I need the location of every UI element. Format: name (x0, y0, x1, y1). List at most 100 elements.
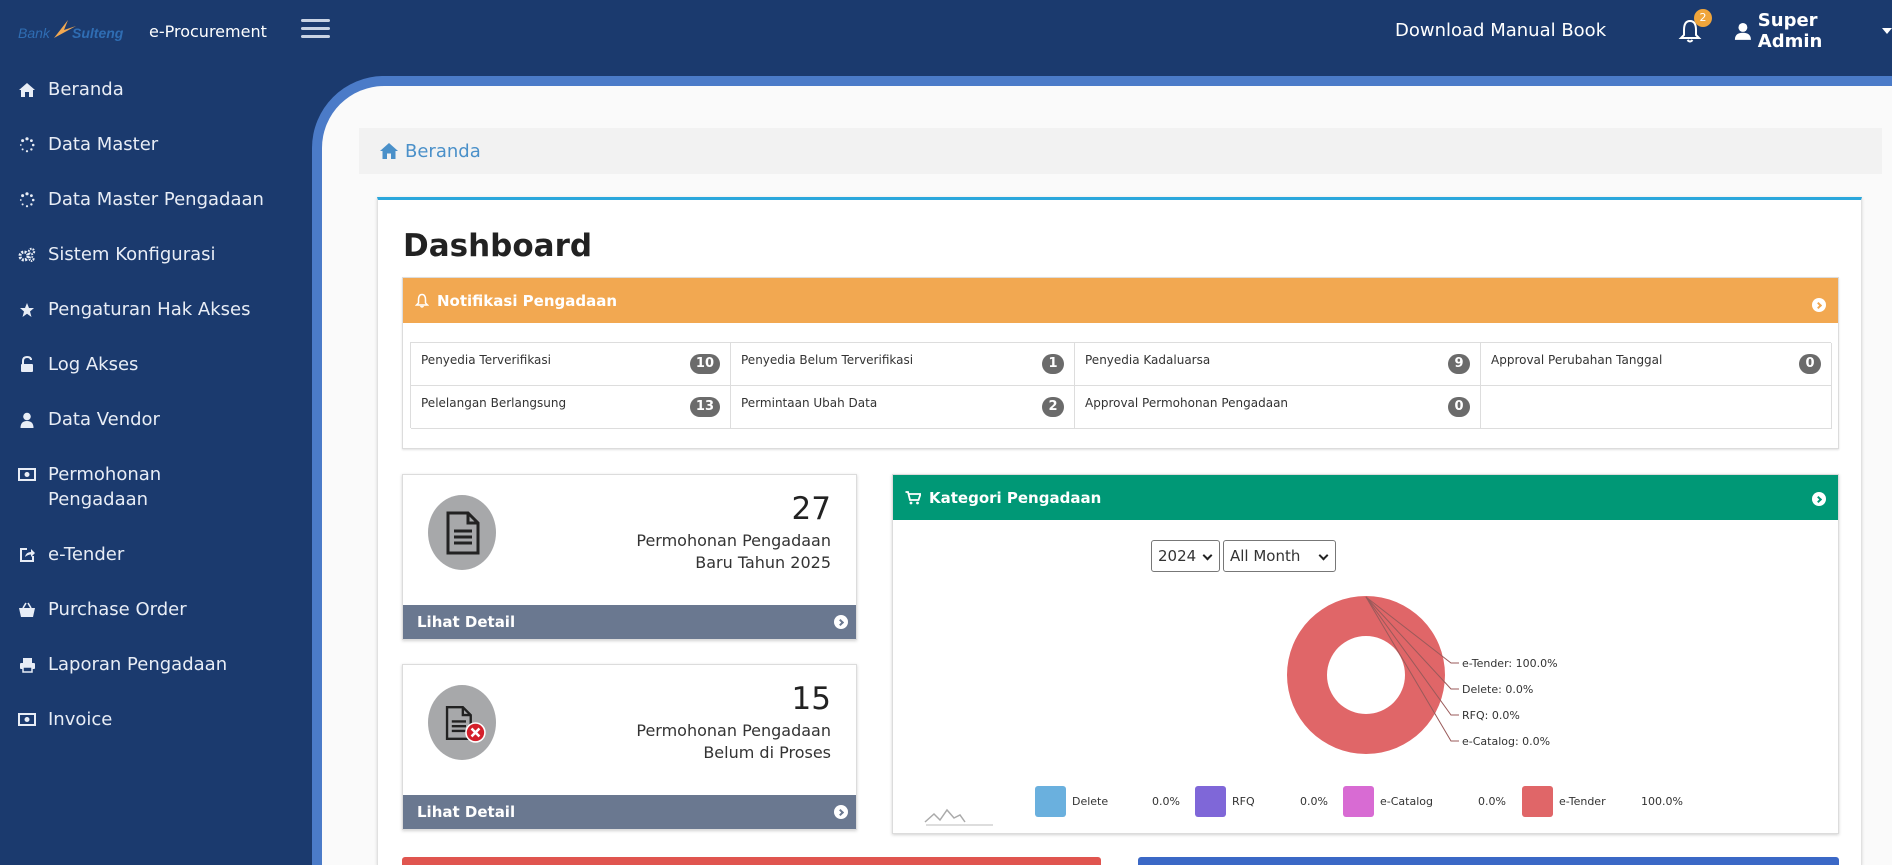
sidebar-item-permohonan-pengadaan[interactable]: Permohonan Pengadaan (18, 462, 288, 512)
legend-label: RFQ (1232, 795, 1255, 808)
lihat-detail-button[interactable]: Lihat Detail (403, 605, 856, 639)
sidebar-item-label: Data Master Pengadaan (48, 189, 264, 210)
home-icon (380, 143, 398, 159)
user-name: Super Admin (1757, 10, 1823, 52)
panel-strip-red (402, 857, 1101, 865)
stat-card-belum-diproses: 15 Permohonan Pengadaan Belum di Proses L… (402, 664, 857, 830)
sidebar-item-label: Data Vendor (48, 409, 160, 430)
sidebar-item-label: Data Master (48, 134, 159, 155)
notif-item-permintaan-ubah-data[interactable]: Permintaan Ubah Data 2 (731, 386, 1075, 429)
notif-item-penyedia-terverifikasi[interactable]: Penyedia Terverifikasi 10 (411, 343, 731, 386)
notif-label: Approval Perubahan Tanggal (1491, 353, 1663, 367)
user-menu[interactable]: Super Admin (1734, 10, 1892, 52)
notif-item-approval-perubahan-tanggal[interactable]: Approval Perubahan Tanggal 0 (1481, 343, 1832, 386)
notifikasi-header: Notifikasi Pengadaan (403, 278, 1838, 323)
legend-value: 100.0% (1641, 795, 1683, 808)
sidebar-item-e-tender[interactable]: e-Tender (18, 542, 124, 567)
notif-label: Pelelangan Berlangsung (421, 396, 567, 410)
sidebar-item-hak-akses[interactable]: Pengaturan Hak Akses (18, 297, 250, 322)
notif-item-penyedia-belum-terverifikasi[interactable]: Penyedia Belum Terverifikasi 1 (731, 343, 1075, 386)
sidebar-item-data-master-pengadaan[interactable]: Data Master Pengadaan (18, 187, 264, 212)
legend-value: 0.0% (1478, 795, 1506, 808)
sidebar-item-sistem-konfigurasi[interactable]: Sistem Konfigurasi (18, 242, 216, 267)
notification-bell-icon[interactable] (1678, 18, 1702, 44)
legend-value: 0.0% (1300, 795, 1328, 808)
callout-label: RFQ: 0.0% (1462, 709, 1520, 722)
callout-line (1365, 596, 1459, 742)
legend-item-e-tender[interactable]: e-Tender 100.0% (1522, 786, 1683, 817)
notif-item-pelelangan-berlangsung[interactable]: Pelelangan Berlangsung 13 (411, 386, 731, 429)
download-manual-link[interactable]: Download Manual Book (1395, 20, 1607, 41)
lihat-detail-button[interactable]: Lihat Detail (403, 795, 856, 829)
legend-item-e-catalog[interactable]: e-Catalog 0.0% (1343, 786, 1506, 817)
legend-swatch (1035, 786, 1066, 817)
notification-count-badge: 2 (1694, 9, 1712, 27)
count-badge: 10 (689, 354, 720, 374)
year-select-value: 2024 (1158, 547, 1197, 565)
notif-item-approval-permohonan-pengadaan[interactable]: Approval Permohonan Pengadaan 0 (1075, 386, 1481, 429)
top-bar: Bank Sulteng e-Procurement Download Manu… (0, 0, 1892, 62)
notif-label: Penyedia Kadaluarsa (1085, 353, 1211, 367)
cogs-icon (18, 242, 36, 267)
sidebar-item-invoice[interactable]: Invoice (18, 707, 112, 732)
legend-swatch (1195, 786, 1226, 817)
bell-icon (415, 293, 429, 308)
sidebar (0, 62, 312, 865)
user-icon (18, 407, 36, 432)
arrow-circle-right-icon[interactable] (1812, 298, 1826, 312)
spinner-icon (18, 187, 36, 212)
count-badge: 0 (1799, 354, 1821, 374)
stat-description: Permohonan Pengadaan Belum di Proses (571, 720, 831, 764)
sidebar-item-purchase-order[interactable]: Purchase Order (18, 597, 187, 622)
stat-line2: Baru Tahun 2025 (695, 553, 831, 572)
legend-item-rfq[interactable]: RFQ 0.0% (1195, 786, 1328, 817)
legend-label: e-Catalog (1380, 795, 1433, 808)
legend-value: 0.0% (1152, 795, 1180, 808)
count-badge: 13 (689, 397, 720, 417)
money-icon (18, 707, 36, 732)
document-icon (428, 495, 496, 570)
lihat-detail-label: Lihat Detail (417, 803, 516, 821)
callout-label: Delete: 0.0% (1462, 683, 1533, 696)
user-icon (1734, 22, 1751, 40)
stat-number: 27 (791, 491, 831, 527)
arrow-circle-right-icon[interactable] (1812, 492, 1826, 506)
notif-empty-cell (1481, 386, 1832, 429)
sidebar-item-log-akses[interactable]: Log Akses (18, 352, 138, 377)
cart-icon (905, 490, 921, 504)
home-icon (18, 77, 36, 102)
legend-label: Delete (1072, 795, 1109, 808)
sidebar-item-label: Invoice (48, 709, 113, 730)
pie-slice-e-tender[interactable] (1287, 596, 1445, 754)
year-select[interactable]: 2024 (1151, 540, 1220, 572)
sidebar-item-beranda[interactable]: Beranda (18, 77, 124, 102)
month-select[interactable]: All Month (1223, 540, 1336, 572)
month-select-value: All Month (1230, 547, 1301, 565)
stat-description: Permohonan Pengadaan Baru Tahun 2025 (571, 530, 831, 574)
sidebar-item-label: Pengaturan Hak Akses (48, 299, 251, 320)
legend-label: e-Tender (1559, 795, 1606, 808)
legend-swatch (1522, 786, 1553, 817)
menu-toggle-icon[interactable] (301, 19, 330, 41)
sidebar-item-label: Log Akses (48, 354, 139, 375)
breadcrumb-link-beranda[interactable]: Beranda (405, 140, 481, 162)
sidebar-item-label: Laporan Pengadaan (48, 654, 228, 675)
spinner-icon (18, 132, 36, 157)
callout-label: e-Tender: 100.0% (1462, 657, 1558, 670)
sidebar-item-laporan-pengadaan[interactable]: Laporan Pengadaan (18, 652, 227, 677)
notif-item-penyedia-kadaluarsa[interactable]: Penyedia Kadaluarsa 9 (1075, 343, 1481, 386)
bank-logo[interactable]: Bank Sulteng (18, 16, 128, 44)
notif-label: Approval Permohonan Pengadaan (1085, 396, 1289, 410)
chevron-down-icon (1882, 28, 1892, 34)
arrow-circle-right-icon (834, 805, 848, 819)
sidebar-item-label: Beranda (48, 79, 124, 100)
arrow-circle-right-icon (834, 615, 848, 629)
svg-text:Bank: Bank (18, 25, 51, 41)
legend-item-delete[interactable]: Delete 0.0% (1035, 786, 1180, 817)
stat-card-permohonan-baru: 27 Permohonan Pengadaan Baru Tahun 2025 L… (402, 474, 857, 640)
star-icon (18, 297, 36, 322)
count-badge: 0 (1448, 397, 1470, 417)
sidebar-item-data-master[interactable]: Data Master (18, 132, 158, 157)
sidebar-item-data-vendor[interactable]: Data Vendor (18, 407, 160, 432)
kategori-title: Kategori Pengadaan (929, 488, 1102, 507)
